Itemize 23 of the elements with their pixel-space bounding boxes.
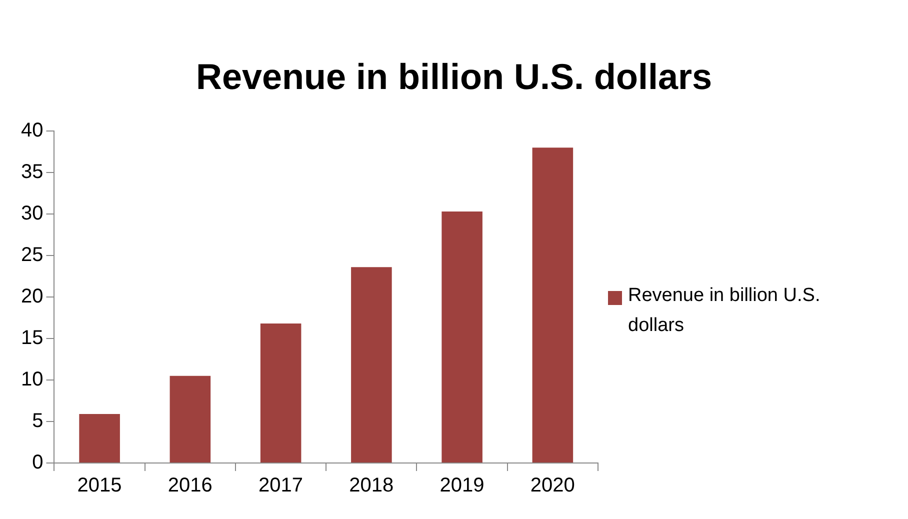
y-tick-label: 5 <box>32 410 44 432</box>
bar <box>532 148 574 462</box>
chart-title: Revenue in billion U.S. dollars <box>194 55 714 99</box>
bar <box>442 212 482 462</box>
bar <box>79 414 120 462</box>
x-tick-label: 2017 <box>258 474 304 497</box>
bar <box>351 267 392 462</box>
x-tick-label: 2016 <box>168 474 212 497</box>
y-tick-label: 20 <box>20 286 44 308</box>
x-tick-label: 2015 <box>77 474 122 497</box>
y-tick-label: 0 <box>32 452 44 474</box>
legend-label: Revenue in billion U.S. dollars <box>628 284 822 338</box>
x-tick-label: 2020 <box>530 474 575 497</box>
x-tick-label: 2019 <box>440 474 484 497</box>
y-tick-label: 40 <box>20 120 44 142</box>
y-tick-label: 35 <box>20 161 44 184</box>
y-tick-label: 15 <box>20 327 44 350</box>
y-tick-label: 10 <box>20 368 44 391</box>
x-tick-label: 2018 <box>349 474 394 497</box>
y-tick-label: 25 <box>20 244 44 266</box>
y-tick-label: 30 <box>20 202 44 225</box>
bar <box>170 376 211 462</box>
bar <box>260 324 302 462</box>
